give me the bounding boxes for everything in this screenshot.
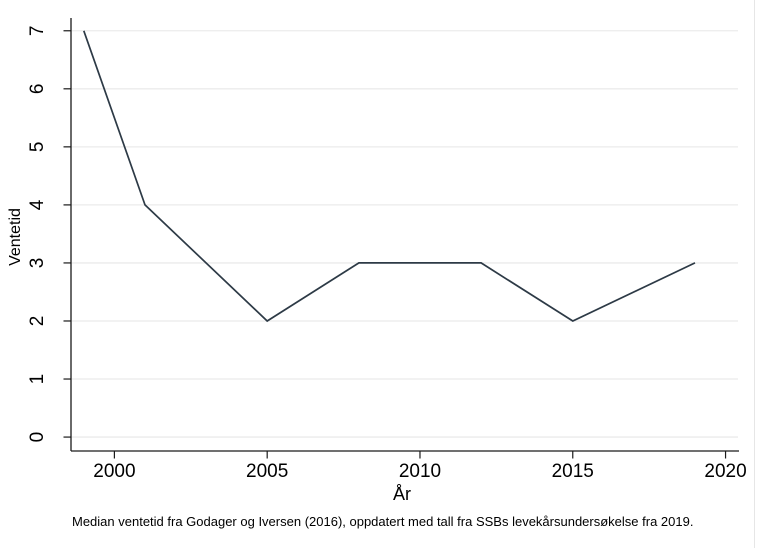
y-tick-label: 1	[27, 374, 48, 385]
y-tick-label: 7	[27, 25, 48, 36]
y-tick-label: 4	[27, 199, 48, 210]
x-tick-label: 2020	[704, 461, 746, 482]
y-tick-label: 6	[27, 84, 48, 95]
x-tick-label: 2005	[246, 461, 288, 482]
ventetid-line	[82, 30, 696, 323]
x-tick-label: 2010	[399, 461, 441, 482]
axes	[70, 18, 739, 452]
y-axis-title: Ventetid	[7, 208, 24, 266]
x-tick-labels: 2000 2005 2010 2015 2020	[93, 461, 746, 482]
x-tick-label: 2015	[552, 461, 594, 482]
y-tick-label: 5	[27, 142, 48, 153]
tick-marks	[63, 30, 727, 459]
x-axis-title: År	[393, 484, 411, 504]
data-series	[82, 30, 696, 323]
gridlines	[71, 30, 738, 438]
y-tick-label: 0	[27, 432, 48, 443]
x-tick-label: 2000	[93, 461, 135, 482]
y-tick-labels: 0 1 2 3 4 5 6 7	[27, 25, 48, 442]
chart-caption: Median ventetid fra Godager og Iversen (…	[72, 514, 693, 529]
y-tick-label: 2	[27, 316, 48, 327]
y-tick-label: 3	[27, 258, 48, 269]
